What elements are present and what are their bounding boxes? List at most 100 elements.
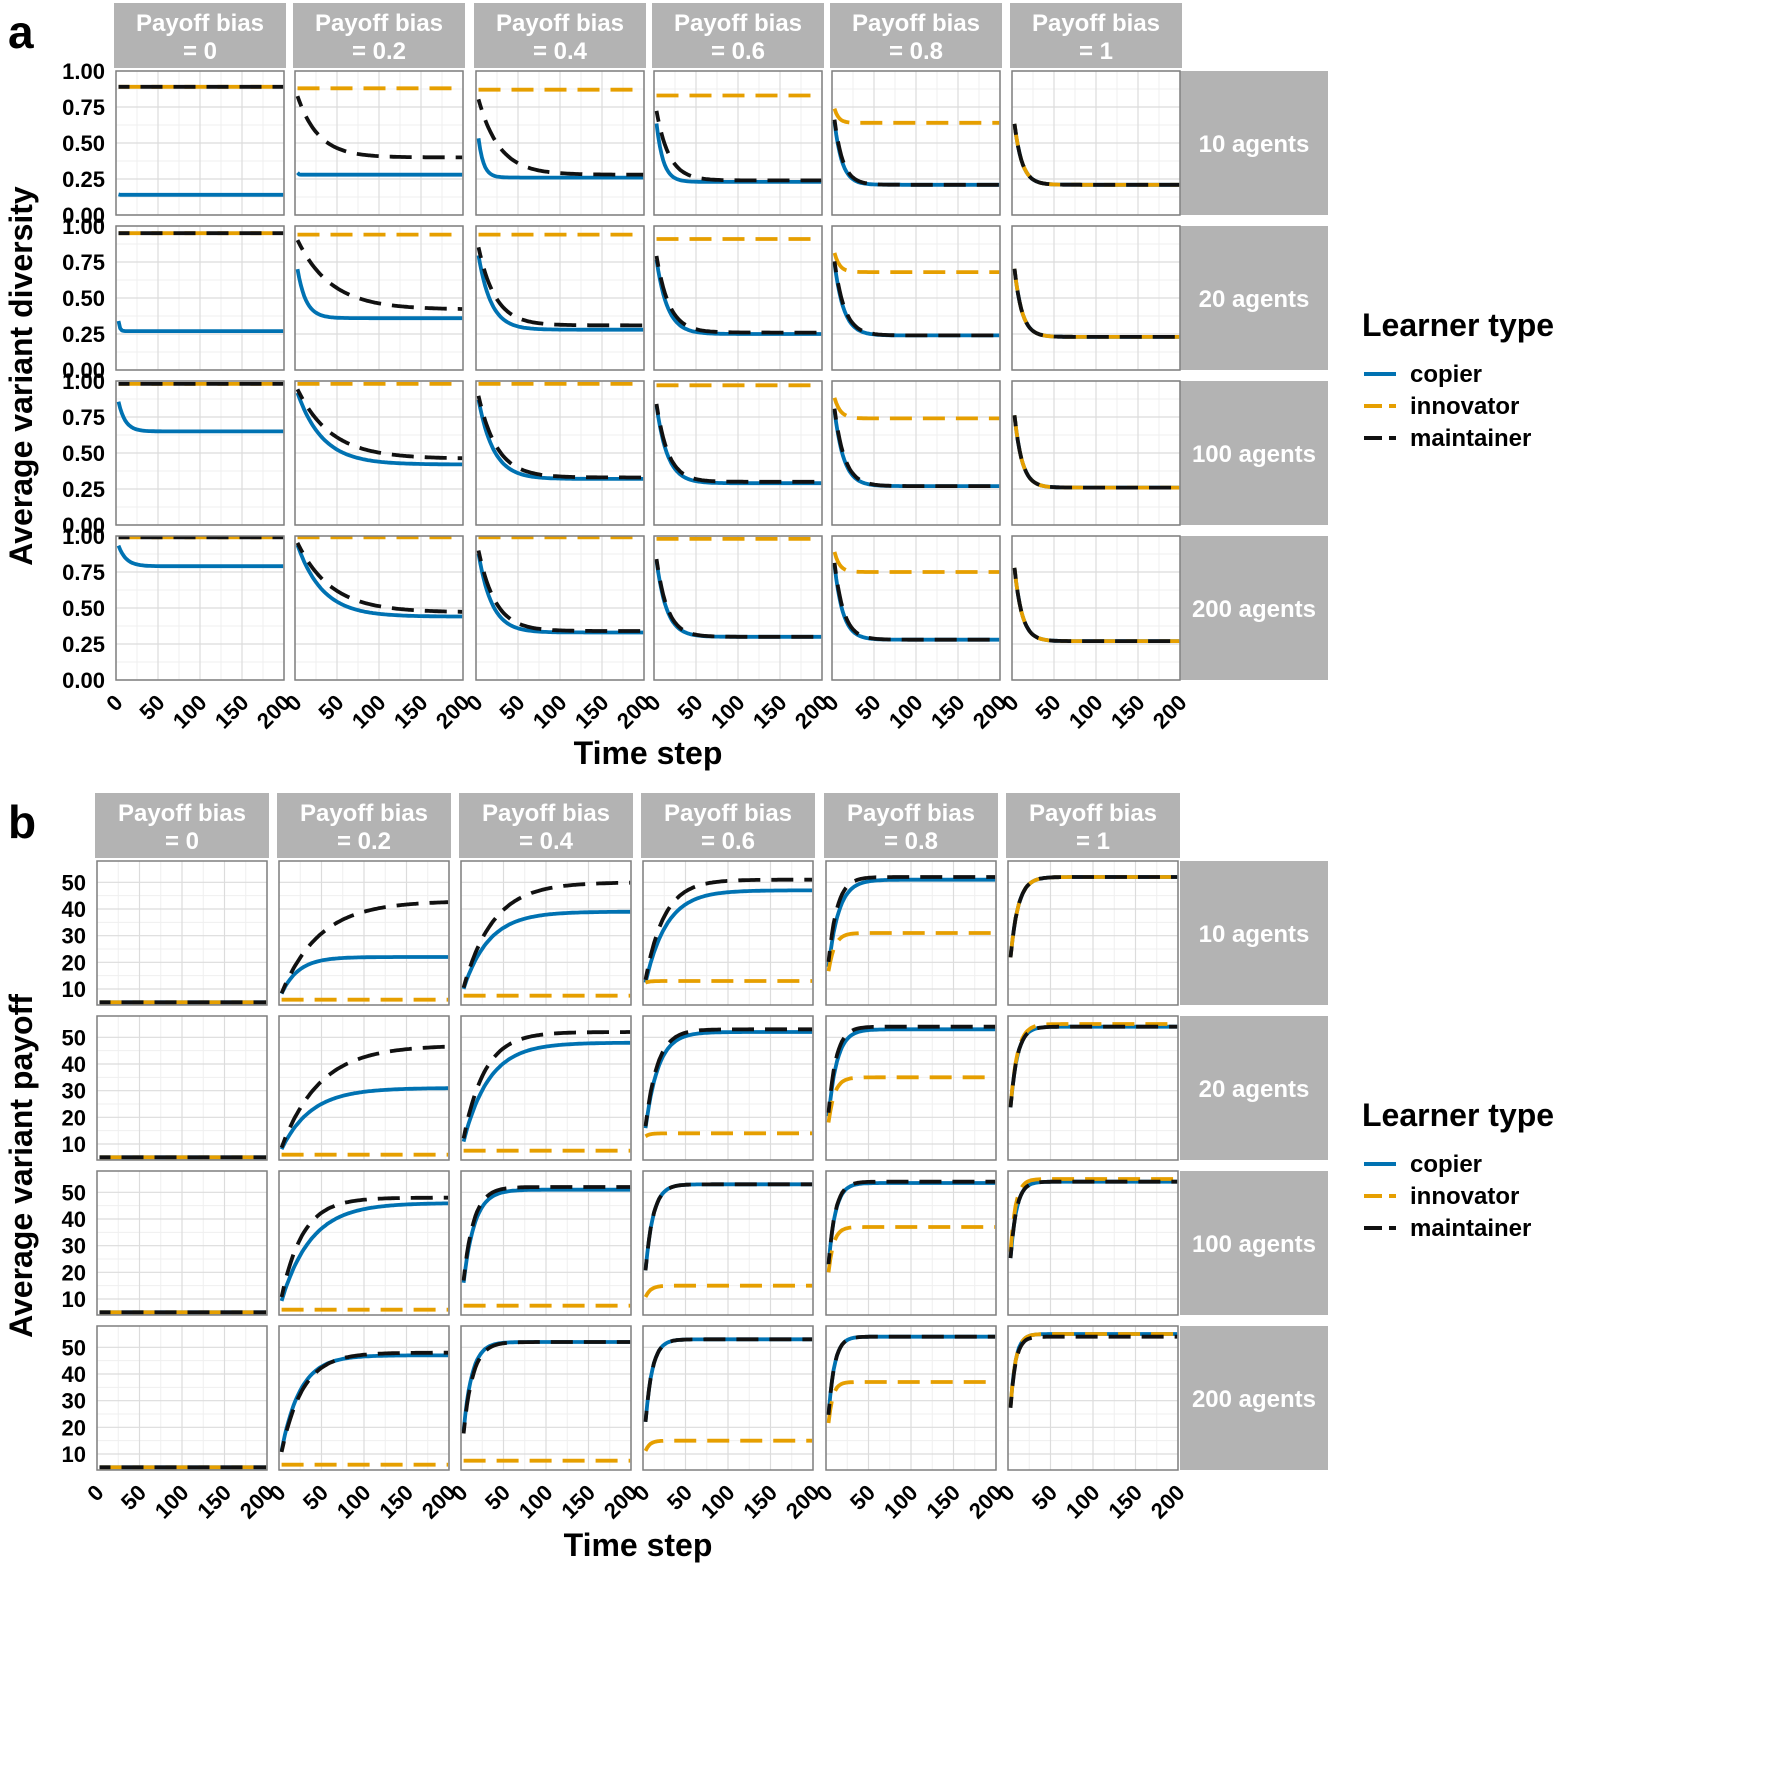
facet-panel <box>475 70 645 216</box>
panel-border <box>294 225 464 371</box>
facet-panel <box>294 70 464 216</box>
series-maintainer-line <box>476 246 644 328</box>
y-tick-label: 40 <box>62 1207 86 1232</box>
column-strip-label-line1: Payoff bias <box>482 800 610 827</box>
panel-border <box>1011 70 1181 216</box>
facet-panel <box>642 1015 814 1161</box>
column-strip-label-line2: = 0.8 <box>884 828 938 855</box>
x-axis-title: Time step <box>574 735 723 771</box>
facet-panel <box>460 1325 632 1471</box>
facet-panel <box>825 1015 997 1161</box>
series-maintainer-line <box>654 403 822 484</box>
series-maintainer-line <box>1008 1024 1178 1108</box>
panel-letter: b <box>8 796 36 848</box>
panel-border <box>96 1170 268 1316</box>
panel-border <box>96 860 268 1006</box>
column-strip-label-line1: Payoff bias <box>118 800 246 827</box>
series-innovator-line <box>826 931 996 972</box>
series-innovator-line <box>1008 1332 1178 1407</box>
series-copier-line <box>826 1027 996 1117</box>
column-strip-label-line1: Payoff bias <box>1032 10 1160 37</box>
legend-title: Learner type <box>1362 307 1554 343</box>
y-tick-label: 40 <box>62 1362 86 1387</box>
series-copier-line <box>295 392 463 467</box>
facet-panel <box>1007 1170 1179 1316</box>
series-maintainer-line <box>654 110 822 183</box>
y-tick-label: 0.25 <box>62 167 105 192</box>
panel-border <box>278 1170 450 1316</box>
series-maintainer-line <box>832 119 1000 187</box>
y-tick-label: 1.00 <box>62 59 105 84</box>
y-tick-label: 30 <box>62 1389 86 1414</box>
series-innovator-line <box>644 1131 813 1138</box>
series-copier-line <box>116 401 284 434</box>
series-copier-line <box>279 1201 449 1302</box>
column-strip-label-line1: Payoff bias <box>674 10 802 37</box>
panel-border <box>115 70 285 216</box>
facet-panel <box>642 860 814 1006</box>
column-strip-label-line2: = 0.2 <box>352 38 406 65</box>
facet-panel <box>1007 1015 1179 1161</box>
facet-panel <box>653 535 823 681</box>
series-maintainer-line <box>461 880 631 989</box>
panel-border <box>653 225 823 371</box>
legend-label-innovator: innovator <box>1410 1183 1519 1210</box>
facet-panel <box>460 860 632 1006</box>
series-copier-line <box>476 138 644 180</box>
panel-border <box>831 535 1001 681</box>
facet-panel <box>642 1325 814 1471</box>
series-maintainer-line <box>279 1195 449 1298</box>
series-maintainer-line <box>832 261 1000 338</box>
panel-border <box>1011 535 1181 681</box>
facet-panel <box>115 225 285 371</box>
series-maintainer-line <box>654 558 822 639</box>
y-tick-label: 50 <box>62 1335 86 1360</box>
y-tick-label: 0.75 <box>62 405 105 430</box>
panel-border <box>831 380 1001 526</box>
column-strip-label-line2: = 0.2 <box>337 828 391 855</box>
legend-label-copier: copier <box>1410 361 1482 388</box>
panel-letter: a <box>8 6 34 58</box>
panel-border <box>96 1015 268 1161</box>
column-strip <box>652 3 824 68</box>
series-maintainer-line <box>279 1044 449 1149</box>
facet-panel <box>831 225 1001 371</box>
column-strip-label-line1: Payoff bias <box>300 800 428 827</box>
panel-border <box>642 1325 814 1471</box>
series-maintainer-line <box>476 550 644 633</box>
panel-border <box>460 1170 632 1316</box>
series-innovator-line <box>643 1283 813 1298</box>
y-axis-title: Average variant payoff <box>3 994 39 1338</box>
series-maintainer-line <box>1008 1179 1178 1259</box>
column-strip <box>114 3 286 68</box>
row-strip <box>1180 1326 1328 1470</box>
panel-border <box>1007 860 1179 1006</box>
y-tick-label: 30 <box>62 924 86 949</box>
facet-panel <box>1011 535 1181 681</box>
row-strip-label: 20 agents <box>1199 1076 1310 1103</box>
series-innovator-line <box>832 107 1000 125</box>
column-strip <box>277 793 451 858</box>
row-strip-label: 100 agents <box>1192 441 1316 468</box>
y-tick-label: 30 <box>62 1079 86 1104</box>
series-copier-line <box>643 1030 813 1129</box>
facet-panel <box>653 225 823 371</box>
column-strip-label-line1: Payoff bias <box>1029 800 1157 827</box>
column-strip <box>1006 793 1180 858</box>
panel-border <box>115 225 285 371</box>
panel-border <box>115 535 285 681</box>
column-strip-label-line1: Payoff bias <box>664 800 792 827</box>
series-innovator-line <box>1008 1177 1178 1252</box>
facet-panel <box>653 70 823 216</box>
facet-panel <box>825 1325 997 1471</box>
facet-panel <box>1007 860 1179 1006</box>
column-strip-label-line1: Payoff bias <box>852 10 980 37</box>
facet-panel <box>96 860 268 1006</box>
y-axis-title: Average variant diversity <box>3 186 39 566</box>
facet-panel <box>115 70 285 216</box>
column-strip-label-line2: = 0.4 <box>519 828 574 855</box>
series-innovator-line <box>832 397 1000 421</box>
panel-border <box>460 1325 632 1471</box>
